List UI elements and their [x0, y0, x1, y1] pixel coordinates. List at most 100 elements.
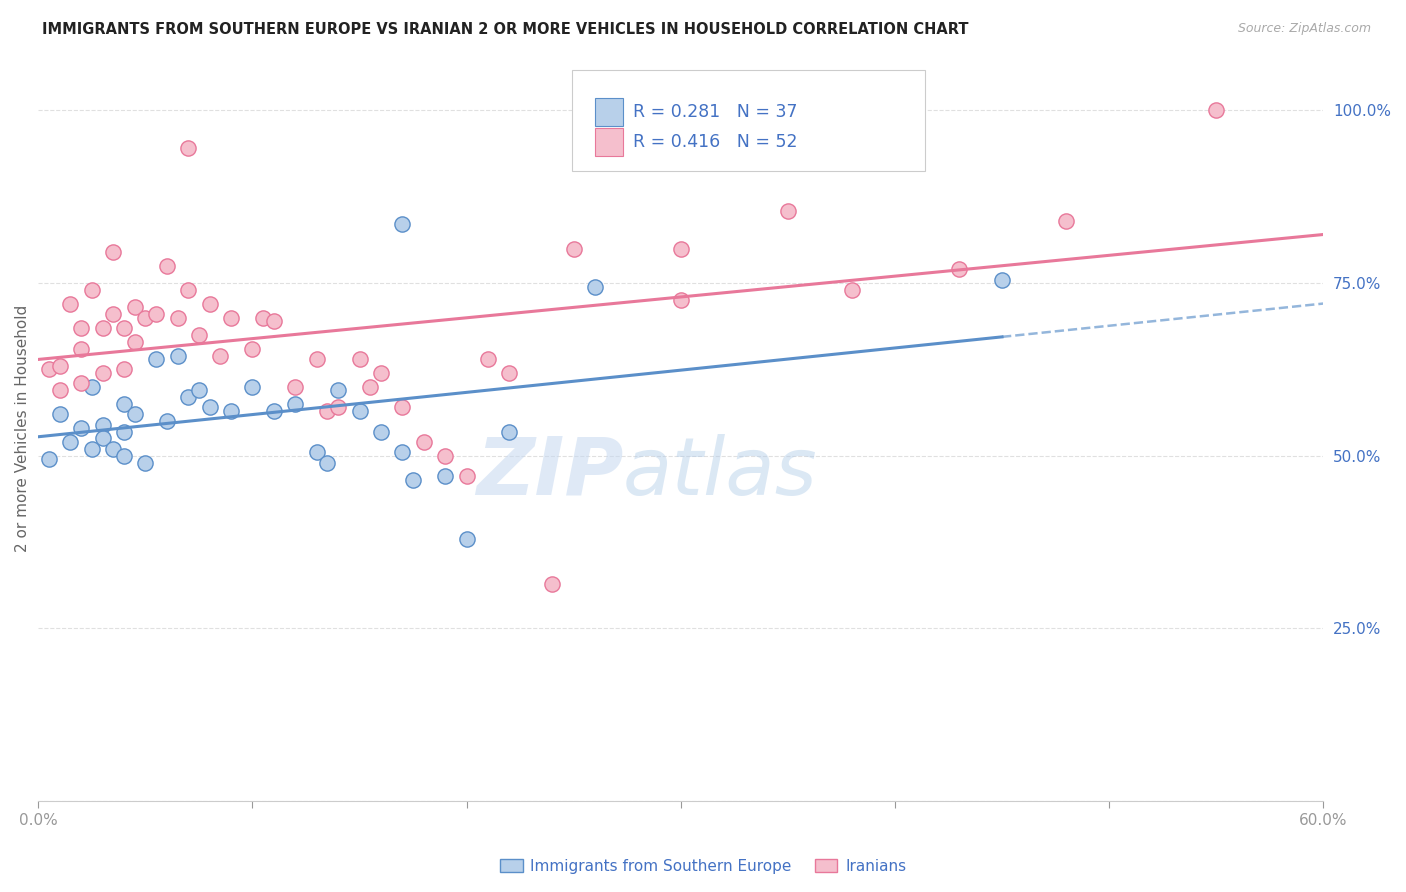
Point [328, 383, 350, 397]
Point [91, 432, 114, 446]
Point [124, 334, 146, 349]
Point [177, 141, 200, 155]
Point [1054, 214, 1077, 228]
Point [145, 352, 167, 367]
Point [391, 445, 413, 459]
Point [198, 401, 221, 415]
Point [305, 445, 328, 459]
Point [48, 359, 70, 373]
Point [370, 425, 392, 439]
Point [219, 310, 242, 325]
Point [412, 434, 434, 449]
Bar [595, 128, 623, 156]
Point [284, 397, 307, 411]
Point [48, 407, 70, 421]
Point [456, 469, 478, 483]
Point [370, 366, 392, 380]
Point [434, 449, 457, 463]
Point [198, 297, 221, 311]
Point [124, 407, 146, 421]
Point [991, 272, 1014, 286]
Point [456, 532, 478, 546]
Point [316, 404, 339, 418]
Point [498, 425, 520, 439]
Point [349, 352, 371, 367]
Point [91, 417, 114, 432]
Point [38, 362, 60, 376]
Point [48, 383, 70, 397]
Point [252, 310, 274, 325]
Point [59, 297, 82, 311]
Point [112, 321, 135, 335]
Point [38, 452, 60, 467]
Point [316, 456, 339, 470]
Text: R = 0.281   N = 37: R = 0.281 N = 37 [633, 103, 797, 120]
Point [70, 321, 93, 335]
Point [263, 314, 285, 328]
Point [80, 380, 103, 394]
Point [541, 576, 564, 591]
Point [188, 327, 211, 342]
Point [112, 397, 135, 411]
Point [391, 401, 413, 415]
Point [145, 307, 167, 321]
Point [562, 242, 585, 256]
Point [91, 321, 114, 335]
Point [477, 352, 499, 367]
Text: ZIP: ZIP [475, 434, 623, 512]
Text: atlas: atlas [623, 434, 818, 512]
Point [209, 349, 232, 363]
Point [359, 380, 381, 394]
Point [177, 283, 200, 297]
Point [70, 421, 93, 435]
Point [80, 283, 103, 297]
Point [242, 342, 264, 356]
Point [242, 380, 264, 394]
Point [776, 203, 799, 218]
Point [134, 310, 156, 325]
Point [1205, 103, 1227, 118]
Point [669, 293, 692, 308]
Point [134, 456, 156, 470]
FancyBboxPatch shape [572, 70, 925, 170]
Point [166, 310, 188, 325]
Point [328, 401, 350, 415]
Point [70, 342, 93, 356]
Point [841, 283, 863, 297]
Point [583, 279, 606, 293]
Point [156, 414, 179, 428]
Point [112, 362, 135, 376]
Point [70, 376, 93, 391]
Point [177, 390, 200, 404]
Point [91, 366, 114, 380]
Text: Source: ZipAtlas.com: Source: ZipAtlas.com [1237, 22, 1371, 36]
Point [219, 404, 242, 418]
Bar [595, 97, 623, 126]
Point [124, 300, 146, 314]
Point [498, 366, 520, 380]
Point [284, 380, 307, 394]
Point [80, 442, 103, 456]
Point [166, 349, 188, 363]
Point [188, 383, 211, 397]
Point [156, 259, 179, 273]
Point [349, 404, 371, 418]
Y-axis label: 2 or more Vehicles in Household: 2 or more Vehicles in Household [15, 304, 30, 552]
Point [103, 442, 125, 456]
Point [948, 262, 970, 277]
Point [669, 242, 692, 256]
Point [112, 425, 135, 439]
Point [112, 449, 135, 463]
Point [103, 245, 125, 260]
Point [402, 473, 425, 487]
Text: R = 0.416   N = 52: R = 0.416 N = 52 [633, 133, 797, 151]
Text: IMMIGRANTS FROM SOUTHERN EUROPE VS IRANIAN 2 OR MORE VEHICLES IN HOUSEHOLD CORRE: IMMIGRANTS FROM SOUTHERN EUROPE VS IRANI… [42, 22, 969, 37]
Point [263, 404, 285, 418]
Point [434, 469, 457, 483]
Point [305, 352, 328, 367]
Point [103, 307, 125, 321]
Point [59, 434, 82, 449]
Point [391, 218, 413, 232]
Point [799, 152, 821, 166]
Legend: Immigrants from Southern Europe, Iranians: Immigrants from Southern Europe, Iranian… [494, 853, 912, 880]
